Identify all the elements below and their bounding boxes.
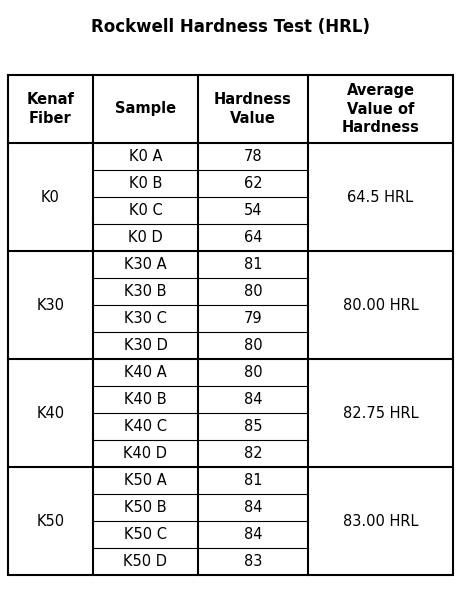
Text: Kenaf
Fiber: Kenaf Fiber (27, 92, 74, 126)
Text: 54: 54 (244, 203, 262, 218)
Text: 84: 84 (244, 392, 262, 407)
Text: 83: 83 (244, 554, 262, 569)
Text: 80: 80 (244, 284, 262, 299)
Text: 64: 64 (244, 230, 262, 245)
Text: 81: 81 (244, 473, 262, 488)
Text: 80.00 HRL: 80.00 HRL (343, 298, 419, 312)
Text: K40: K40 (36, 406, 64, 421)
Text: K0 D: K0 D (128, 230, 163, 245)
Text: K50 A: K50 A (124, 473, 167, 488)
Text: 84: 84 (244, 527, 262, 542)
Text: Hardness
Value: Hardness Value (214, 92, 292, 126)
Text: 80: 80 (244, 338, 262, 353)
Text: Sample: Sample (115, 102, 176, 117)
Text: 62: 62 (244, 176, 262, 191)
Text: K30 D: K30 D (124, 338, 167, 353)
Text: K50 D: K50 D (124, 554, 167, 569)
Text: 81: 81 (244, 257, 262, 272)
Text: 64.5 HRL: 64.5 HRL (347, 189, 413, 205)
Text: 83.00 HRL: 83.00 HRL (343, 513, 418, 528)
Text: 82: 82 (244, 446, 262, 461)
Text: K30 B: K30 B (124, 284, 167, 299)
Text: K50 C: K50 C (124, 527, 167, 542)
Text: K40 A: K40 A (124, 365, 167, 380)
Text: K0 A: K0 A (129, 149, 162, 164)
Text: K30: K30 (36, 298, 64, 312)
Text: K40 D: K40 D (124, 446, 167, 461)
Text: K50 B: K50 B (124, 500, 167, 515)
Text: Rockwell Hardness Test (HRL): Rockwell Hardness Test (HRL) (91, 18, 370, 36)
Text: 82.75 HRL: 82.75 HRL (343, 406, 419, 421)
Text: 80: 80 (244, 365, 262, 380)
Text: K0: K0 (41, 189, 60, 205)
Text: 78: 78 (244, 149, 262, 164)
Text: 84: 84 (244, 500, 262, 515)
Text: 79: 79 (244, 311, 262, 326)
Text: K0 C: K0 C (128, 203, 163, 218)
Text: K40 C: K40 C (124, 419, 167, 434)
Text: Average
Value of
Hardness: Average Value of Hardness (342, 83, 419, 135)
Text: 85: 85 (244, 419, 262, 434)
Bar (8, 75, 453, 575)
Text: K50: K50 (36, 513, 64, 528)
Text: K0 B: K0 B (129, 176, 162, 191)
Text: K30 A: K30 A (124, 257, 167, 272)
Text: K30 C: K30 C (124, 311, 167, 326)
Text: K40 B: K40 B (124, 392, 167, 407)
